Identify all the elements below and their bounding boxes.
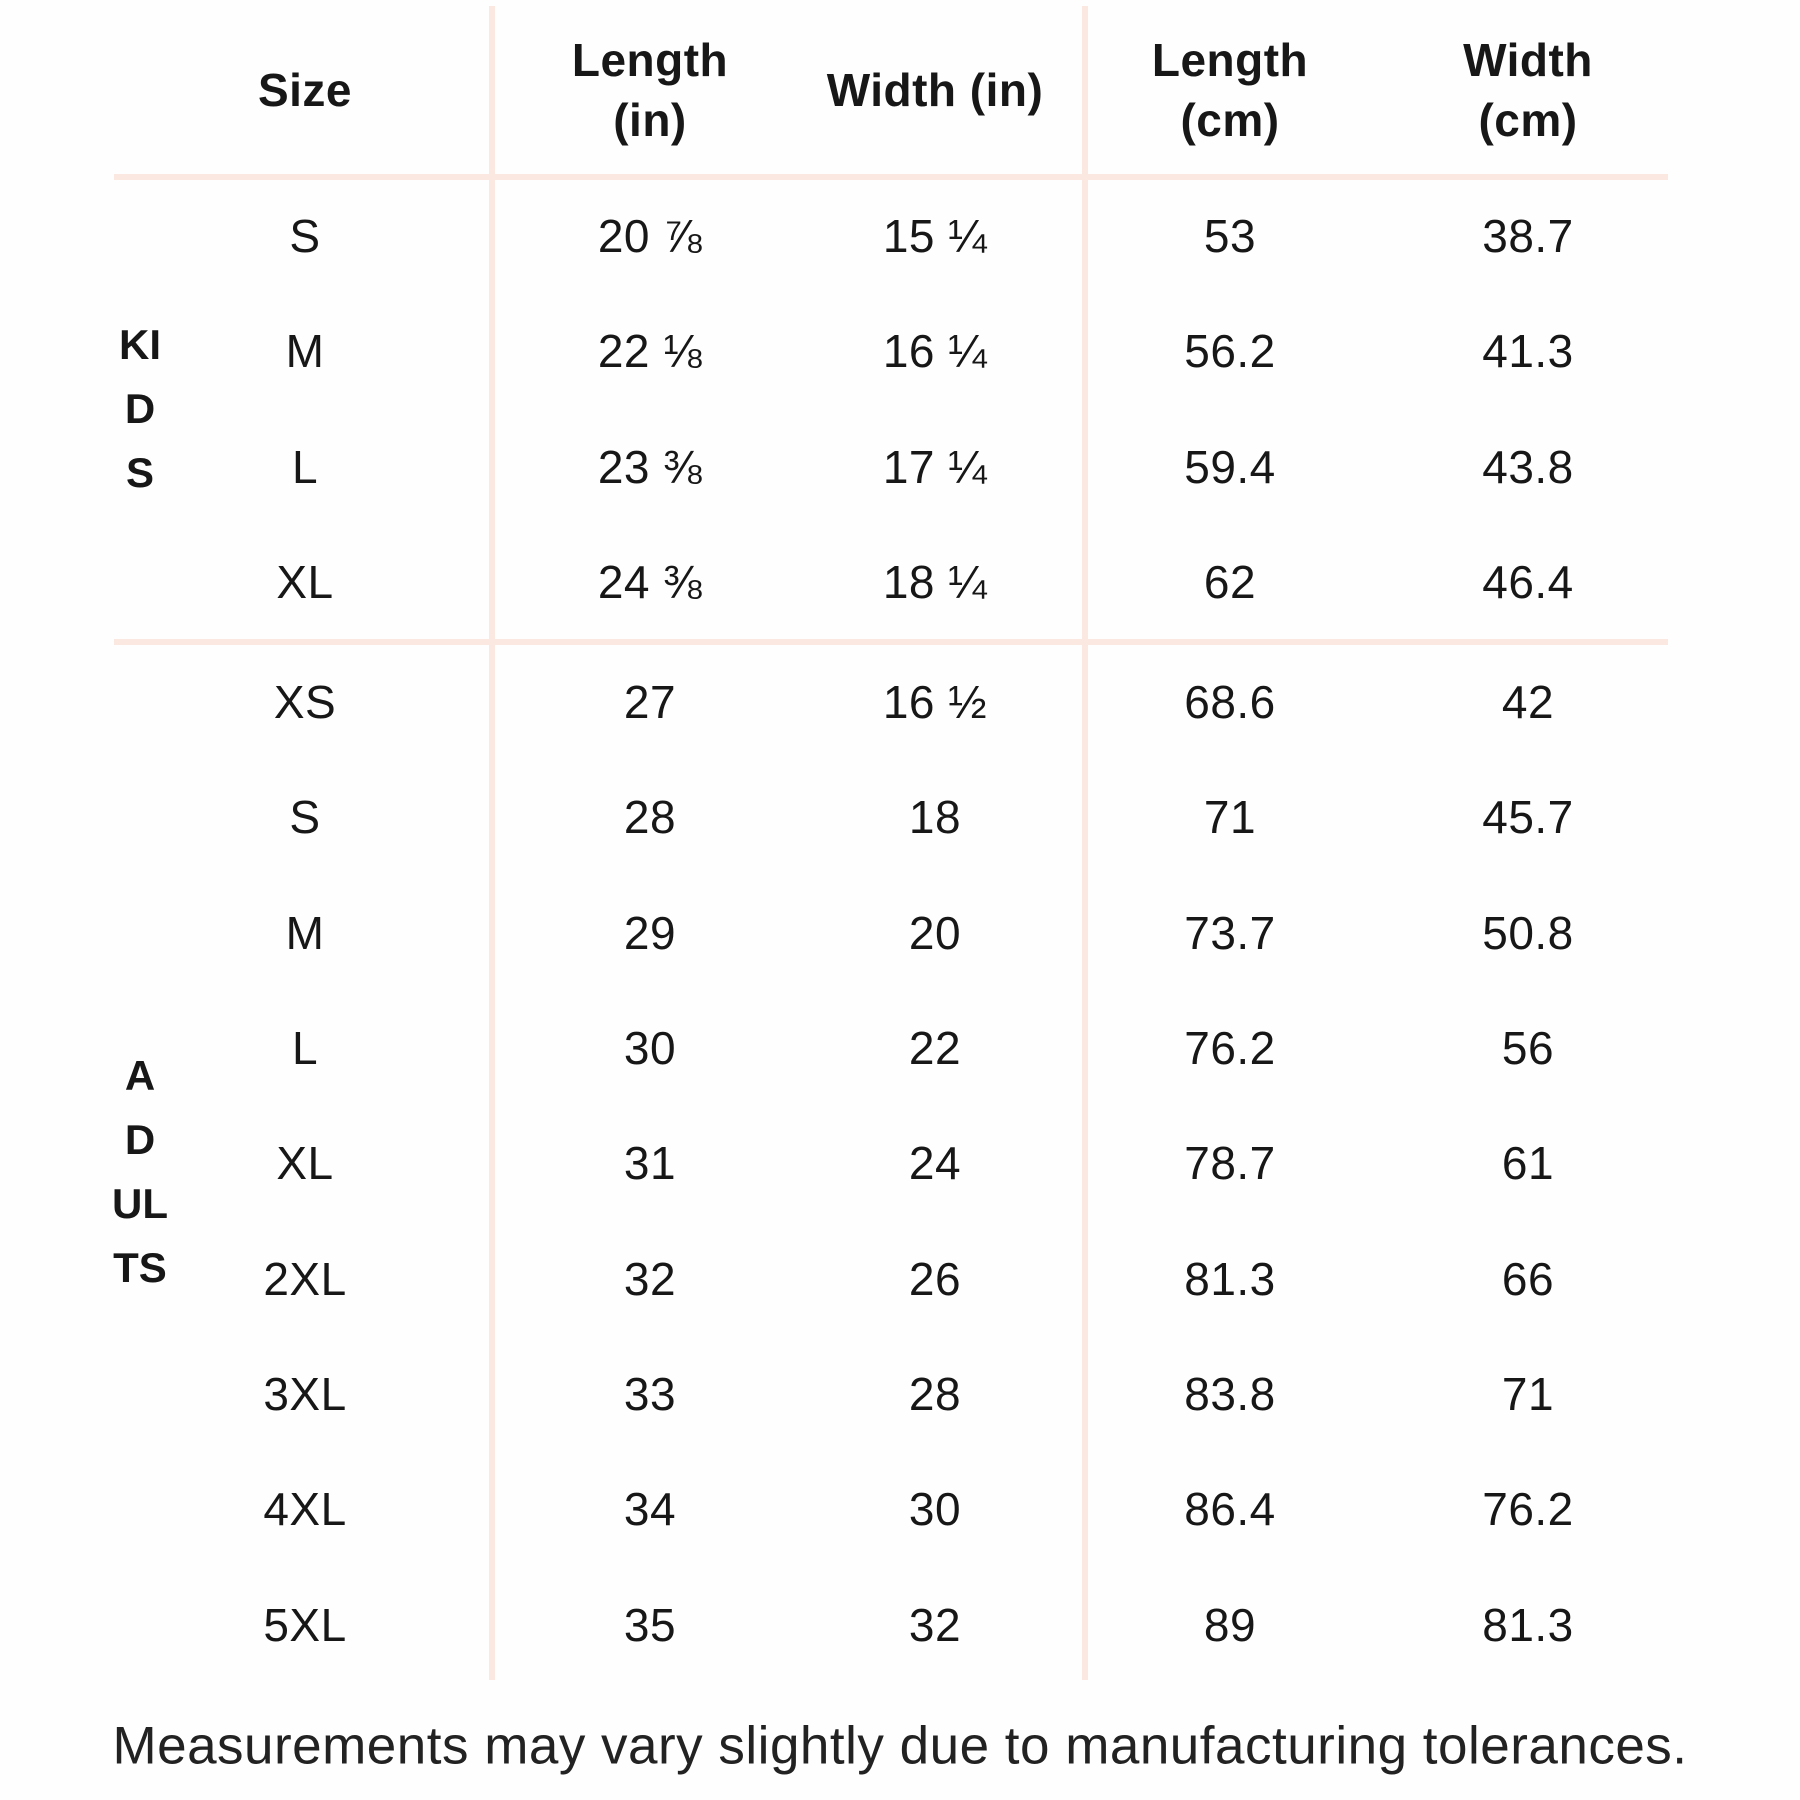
column-header-width-in: Width (in) <box>826 64 1044 117</box>
cell-length-in: 29 <box>623 907 677 959</box>
cell-width-in: 18 <box>908 791 962 843</box>
cell-size: XS <box>273 676 337 728</box>
cell-width-cm: 61 <box>1501 1137 1555 1189</box>
cell-width-in: 30 <box>908 1483 962 1535</box>
tolerance-note: Measurements may vary slightly due to ma… <box>112 1716 1688 1776</box>
column-header-length-cm: Length (cm) <box>1151 34 1309 146</box>
column-header-length-in: Length (in) <box>571 34 729 146</box>
cell-length-cm: 89 <box>1203 1599 1257 1651</box>
cell-width-in: 15 ¼ <box>882 210 988 262</box>
cell-size: S <box>289 791 321 843</box>
cell-size: M <box>285 907 325 959</box>
cell-size: 4XL <box>263 1483 347 1535</box>
cell-width-cm: 50.8 <box>1482 907 1574 959</box>
cell-length-cm: 78.7 <box>1184 1137 1276 1189</box>
cell-length-in: 34 <box>623 1483 677 1535</box>
cell-width-in: 17 ¼ <box>882 441 988 493</box>
cell-length-in: 24 ⅜ <box>597 556 703 608</box>
cell-length-cm: 62 <box>1203 556 1257 608</box>
cell-width-cm: 71 <box>1501 1368 1555 1420</box>
vertical-divider-1 <box>489 6 495 1680</box>
cell-length-in: 27 <box>623 676 677 728</box>
cell-length-in: 31 <box>623 1137 677 1189</box>
cell-width-cm: 38.7 <box>1482 210 1574 262</box>
header-divider <box>114 174 1668 180</box>
cell-length-in: 32 <box>623 1253 677 1305</box>
cell-width-cm: 81.3 <box>1482 1599 1574 1651</box>
cell-size: XL <box>276 556 334 608</box>
cell-size: XL <box>276 1137 334 1189</box>
cell-length-cm: 76.2 <box>1184 1022 1276 1074</box>
cell-width-cm: 42 <box>1501 676 1555 728</box>
cell-length-in: 33 <box>623 1368 677 1420</box>
cell-length-in: 30 <box>623 1022 677 1074</box>
cell-length-in: 20 ⅞ <box>597 210 703 262</box>
cell-size: L <box>291 1022 319 1074</box>
cell-length-in: 22 ⅛ <box>597 325 703 377</box>
cell-width-in: 22 <box>908 1022 962 1074</box>
cell-length-cm: 56.2 <box>1184 325 1276 377</box>
cell-length-cm: 59.4 <box>1184 441 1276 493</box>
column-header-size: Size <box>257 64 353 117</box>
cell-width-cm: 46.4 <box>1482 556 1574 608</box>
cell-width-in: 20 <box>908 907 962 959</box>
vertical-divider-2 <box>1082 6 1088 1680</box>
cell-length-in: 28 <box>623 791 677 843</box>
cell-length-cm: 68.6 <box>1184 676 1276 728</box>
kids-adults-divider <box>114 639 1668 645</box>
cell-width-in: 16 ¼ <box>882 325 988 377</box>
cell-width-in: 24 <box>908 1137 962 1189</box>
cell-width-cm: 66 <box>1501 1253 1555 1305</box>
cell-width-cm: 76.2 <box>1482 1483 1574 1535</box>
cell-width-cm: 45.7 <box>1482 791 1574 843</box>
cell-length-cm: 86.4 <box>1184 1483 1276 1535</box>
cell-width-cm: 56 <box>1501 1022 1555 1074</box>
cell-width-in: 18 ¼ <box>882 556 988 608</box>
cell-width-in: 32 <box>908 1599 962 1651</box>
cell-size: S <box>289 210 321 262</box>
kids-group-label: KIDS <box>119 321 161 496</box>
cell-size: 5XL <box>263 1599 347 1651</box>
cell-width-in: 28 <box>908 1368 962 1420</box>
cell-size: M <box>285 325 325 377</box>
cell-length-cm: 71 <box>1203 791 1257 843</box>
cell-length-cm: 83.8 <box>1184 1368 1276 1420</box>
column-header-width-cm: Width (cm) <box>1463 34 1593 146</box>
cell-length-in: 35 <box>623 1599 677 1651</box>
cell-width-cm: 43.8 <box>1482 441 1574 493</box>
cell-width-in: 16 ½ <box>882 676 988 728</box>
cell-size: 2XL <box>263 1253 347 1305</box>
cell-width-cm: 41.3 <box>1482 325 1574 377</box>
adults-group-label: ADULTS <box>112 1052 168 1291</box>
cell-size: 3XL <box>263 1368 347 1420</box>
cell-size: L <box>291 441 319 493</box>
cell-length-cm: 81.3 <box>1184 1253 1276 1305</box>
cell-length-cm: 73.7 <box>1184 907 1276 959</box>
cell-length-in: 23 ⅜ <box>597 441 703 493</box>
cell-width-in: 26 <box>908 1253 962 1305</box>
cell-length-cm: 53 <box>1203 210 1257 262</box>
